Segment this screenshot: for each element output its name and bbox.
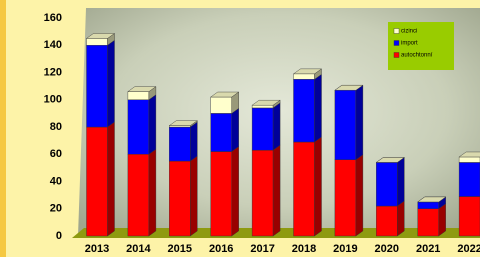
chart: cizinci import autochtonní 0 20 40 60 80 100 120… — [0, 0, 480, 257]
bar-front — [87, 38, 108, 45]
bar-segment — [128, 149, 156, 236]
bar-side — [356, 155, 363, 236]
bar-side — [190, 122, 197, 161]
y-tick-label: 80 — [50, 121, 62, 133]
bar-segment — [376, 157, 404, 206]
bar-segment — [335, 85, 363, 159]
bar-side — [315, 74, 322, 142]
x-tick-label: 2014 — [126, 243, 151, 255]
bar-front — [252, 108, 273, 150]
bar-segment — [87, 33, 115, 45]
bar-front — [169, 161, 190, 236]
bar-front — [169, 127, 190, 161]
bar-front — [252, 150, 273, 236]
y-tick-label: 60 — [50, 148, 62, 160]
bar-front — [335, 160, 356, 236]
bar-front — [376, 162, 397, 206]
x-tick-label: 2020 — [375, 243, 399, 255]
left-edge — [0, 0, 6, 257]
x-tick-label: 2018 — [292, 243, 316, 255]
bar-segment — [128, 95, 156, 155]
bar-front — [128, 92, 149, 100]
bar-segment — [211, 147, 239, 236]
bar-side — [108, 122, 115, 236]
bar-segment — [211, 108, 239, 151]
x-tick-label: 2015 — [168, 243, 192, 255]
y-tick-label: 20 — [50, 203, 62, 215]
bar-side — [149, 149, 156, 236]
x-tick-label: 2013 — [85, 243, 109, 255]
bar-front — [418, 202, 439, 209]
bar-front — [418, 209, 439, 236]
bar-side — [232, 147, 239, 236]
bar-front — [128, 154, 149, 236]
bar-segment — [376, 201, 404, 236]
bar-segment — [252, 145, 280, 236]
legend-swatch — [394, 53, 399, 58]
bar-side — [397, 201, 404, 236]
bar-front — [211, 152, 232, 236]
bar-segment — [335, 155, 363, 236]
legend-swatch — [394, 41, 399, 46]
bar-front — [376, 206, 397, 236]
bar-side — [273, 103, 280, 150]
bar-segment — [128, 87, 156, 100]
bar-segment — [459, 157, 480, 196]
x-tick-label: 2021 — [416, 243, 440, 255]
bar-side — [439, 204, 446, 236]
y-tick-label: 0 — [56, 230, 62, 242]
bar-side — [397, 157, 404, 206]
bar-front — [211, 97, 232, 113]
y-tick-label: 140 — [44, 39, 62, 51]
bar-front — [252, 105, 273, 108]
y-tick-label: 40 — [50, 175, 62, 187]
bar-front — [128, 100, 149, 155]
bar-segment — [459, 191, 480, 236]
x-tick-label: 2019 — [333, 243, 357, 255]
bar-front — [459, 162, 480, 196]
bar-front — [169, 126, 190, 127]
legend: cizinci import autochtonní — [388, 22, 454, 70]
bar-side — [273, 145, 280, 236]
y-tick-label: 120 — [44, 66, 62, 78]
bar-front — [335, 90, 356, 159]
bar-side — [232, 108, 239, 151]
legend-swatch — [394, 29, 399, 34]
bar-front — [459, 157, 480, 162]
bar-front — [87, 45, 108, 127]
legend-label: import — [401, 41, 418, 47]
bar-segment — [169, 122, 197, 161]
bar-front — [211, 113, 232, 151]
y-tick-label: 160 — [44, 12, 62, 24]
bar-front — [294, 74, 315, 79]
bar-side — [149, 95, 156, 155]
legend-label: cizinci — [401, 29, 417, 35]
bar-segment — [294, 137, 322, 236]
bar-segment — [252, 103, 280, 150]
x-tick-label: 2017 — [250, 243, 274, 255]
legend-label: autochtonní — [401, 53, 433, 59]
bar-side — [315, 137, 322, 236]
x-tick-label: 2016 — [209, 243, 233, 255]
bar-segment — [294, 74, 322, 142]
bar-side — [356, 85, 363, 159]
bar-segment — [211, 92, 239, 113]
bar-segment — [87, 40, 115, 127]
x-tick-label: 2022 — [457, 243, 480, 255]
bar-front — [294, 142, 315, 236]
bar-side — [108, 40, 115, 127]
bar-front — [294, 79, 315, 142]
bar-segment — [87, 122, 115, 236]
bar-side — [190, 156, 197, 236]
y-tick-label: 100 — [44, 94, 62, 106]
bar-front — [459, 196, 480, 236]
bar-segment — [169, 156, 197, 236]
bar-front — [87, 127, 108, 236]
